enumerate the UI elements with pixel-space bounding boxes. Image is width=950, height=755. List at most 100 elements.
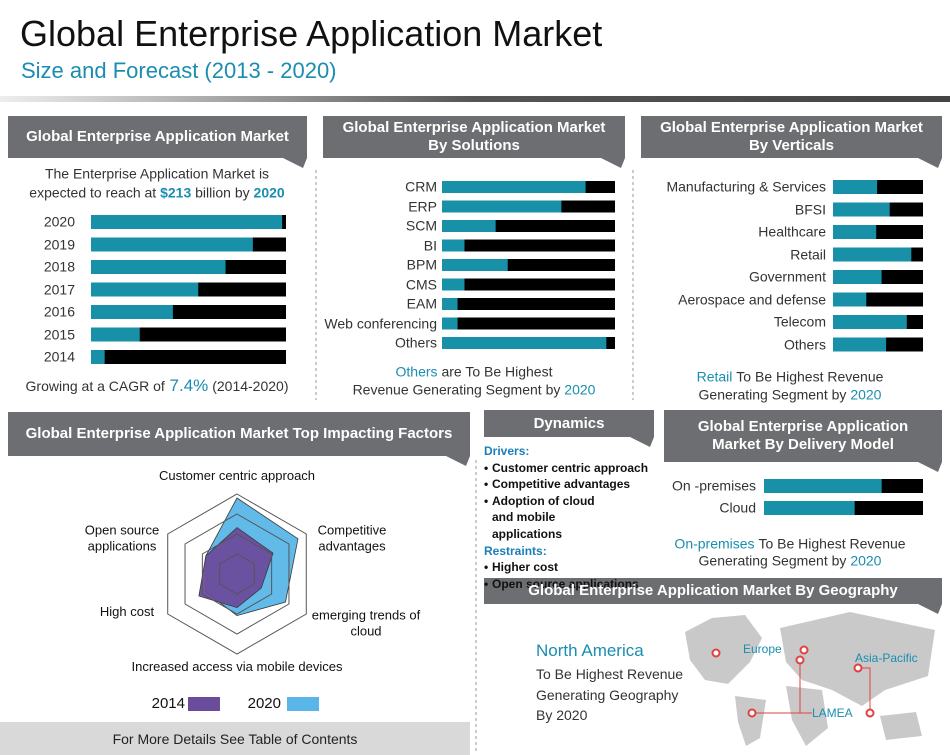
marker bbox=[747, 708, 757, 718]
footer-text: For More Details See Table of Contents bbox=[112, 731, 358, 747]
bar bbox=[833, 247, 912, 262]
geo-text: To Be Highest Revenue Generating Geograp… bbox=[536, 664, 683, 726]
text-line: Growing at a CAGR of 7.4% (2014-2020) bbox=[26, 376, 289, 396]
bar bbox=[442, 259, 508, 271]
text-part: are To Be Highest bbox=[441, 363, 553, 380]
radar-ring bbox=[184, 513, 290, 635]
category-label: 2017 bbox=[43, 281, 75, 298]
category-label: 2015 bbox=[43, 326, 75, 343]
text-part: 2020 bbox=[564, 381, 596, 398]
category-label: BPM bbox=[406, 256, 437, 273]
legend-label: 2020 bbox=[247, 695, 281, 712]
bar bbox=[442, 239, 465, 252]
category-label: EAM bbox=[406, 295, 437, 312]
map-shape bbox=[786, 686, 828, 746]
text-part: 2020 bbox=[850, 552, 882, 569]
drivers: Customer centric approach Competitive ad… bbox=[484, 460, 654, 543]
category-label: 2018 bbox=[43, 258, 75, 275]
text-line: expected to reach at $213 billion by 2020 bbox=[29, 185, 284, 202]
text-part: 2020 bbox=[850, 386, 882, 403]
heading: Global Enterprise Application Market Top… bbox=[25, 425, 453, 442]
header-rule bbox=[0, 96, 950, 102]
text-line: Retail To Be Highest Revenue bbox=[697, 369, 884, 386]
text-part: Growing at a CAGR of bbox=[25, 377, 165, 394]
region-label: Europe bbox=[743, 642, 782, 656]
heading-pointer bbox=[446, 456, 470, 466]
heading-pointer bbox=[601, 158, 625, 168]
heading-box bbox=[323, 116, 625, 158]
map-shape bbox=[780, 612, 935, 706]
bar bbox=[442, 200, 562, 213]
world-map bbox=[685, 612, 935, 746]
text-part: (2014-2020) bbox=[212, 377, 289, 394]
axis-label: Customer centric approach bbox=[158, 468, 316, 484]
radar-ring bbox=[167, 493, 307, 655]
bar bbox=[833, 180, 878, 194]
heading-box bbox=[664, 410, 942, 462]
marker bbox=[865, 708, 875, 718]
dynamics-list: Drivers: Customer centric approach Compe… bbox=[484, 443, 654, 592]
bar bbox=[442, 278, 465, 291]
map-markers bbox=[711, 645, 875, 718]
category-label: CMS bbox=[405, 276, 437, 293]
geo-line: By 2020 bbox=[536, 707, 588, 723]
legend-swatch bbox=[188, 697, 220, 711]
category-label: Manufacturing & Services bbox=[666, 178, 826, 195]
heading-box bbox=[641, 116, 942, 158]
heading: Global Enterprise Application Market By … bbox=[528, 582, 898, 599]
bar bbox=[833, 270, 882, 284]
marker bbox=[711, 648, 721, 658]
bar bbox=[91, 305, 173, 319]
text-part: Generating Segment by bbox=[698, 386, 847, 403]
axis-label: High cost bbox=[99, 604, 155, 620]
heading: Global Enterprise Application Market By … bbox=[697, 418, 909, 453]
category-label: Cloud bbox=[719, 499, 756, 516]
bar-track bbox=[442, 317, 615, 330]
text-line: Revenue Generating Segment by 2020 bbox=[353, 382, 596, 399]
page-title: Global Enterprise Application Market bbox=[20, 13, 603, 54]
bar bbox=[764, 501, 855, 515]
geo-line: To Be Highest Revenue bbox=[536, 666, 684, 682]
heading-box bbox=[8, 412, 470, 456]
text-part: The Enterprise Application Market is bbox=[44, 165, 270, 182]
driver: Competitive advantages bbox=[484, 476, 654, 493]
category-label: 2019 bbox=[43, 236, 75, 253]
text-part: 2020 bbox=[253, 184, 285, 201]
radar-area bbox=[198, 527, 274, 609]
category-label: Aerospace and defense bbox=[678, 291, 826, 308]
bar bbox=[833, 225, 877, 239]
bar bbox=[833, 292, 867, 307]
category-label: On -premises bbox=[671, 477, 756, 494]
text-part: To Be Highest Revenue bbox=[736, 368, 884, 385]
text-part: $213 bbox=[160, 184, 192, 201]
restraint: Open source applications bbox=[484, 576, 654, 593]
bar-track bbox=[442, 298, 615, 310]
heading-pointer bbox=[918, 462, 942, 472]
restraint: Higher cost bbox=[484, 559, 654, 576]
heading: Global Enterprise Application Market bbox=[26, 128, 289, 145]
restraints-heading: Restraints: bbox=[484, 543, 547, 558]
heading-box bbox=[484, 410, 654, 437]
axis-label: Competitive advantages bbox=[317, 522, 387, 553]
region-label: Asia-Pacific bbox=[855, 651, 918, 665]
geo-line: Generating Geography bbox=[536, 686, 679, 703]
bar bbox=[442, 298, 458, 310]
page-subtitle: Size and Forecast (2013 - 2020) bbox=[21, 58, 337, 83]
category-label: 2020 bbox=[43, 213, 75, 230]
text-line: Others are To Be Highest bbox=[396, 364, 553, 381]
bar bbox=[442, 181, 586, 193]
text-part: Others bbox=[395, 363, 438, 380]
heading-pointer bbox=[918, 604, 942, 614]
driver: Customer centric approach bbox=[484, 460, 654, 477]
text-part: Revenue Generating Segment by bbox=[352, 381, 561, 398]
heading: Dynamics bbox=[533, 414, 605, 432]
text-line: Generating Segment by 2020 bbox=[699, 387, 882, 404]
marker bbox=[853, 663, 863, 673]
bar bbox=[442, 337, 607, 349]
axis-label: Open source applications bbox=[84, 522, 160, 553]
text-line: The Enterprise Application Market is bbox=[45, 166, 269, 183]
marker bbox=[795, 655, 805, 665]
axis-label: emerging trends of cloud bbox=[311, 607, 421, 638]
bar-track bbox=[442, 239, 615, 252]
